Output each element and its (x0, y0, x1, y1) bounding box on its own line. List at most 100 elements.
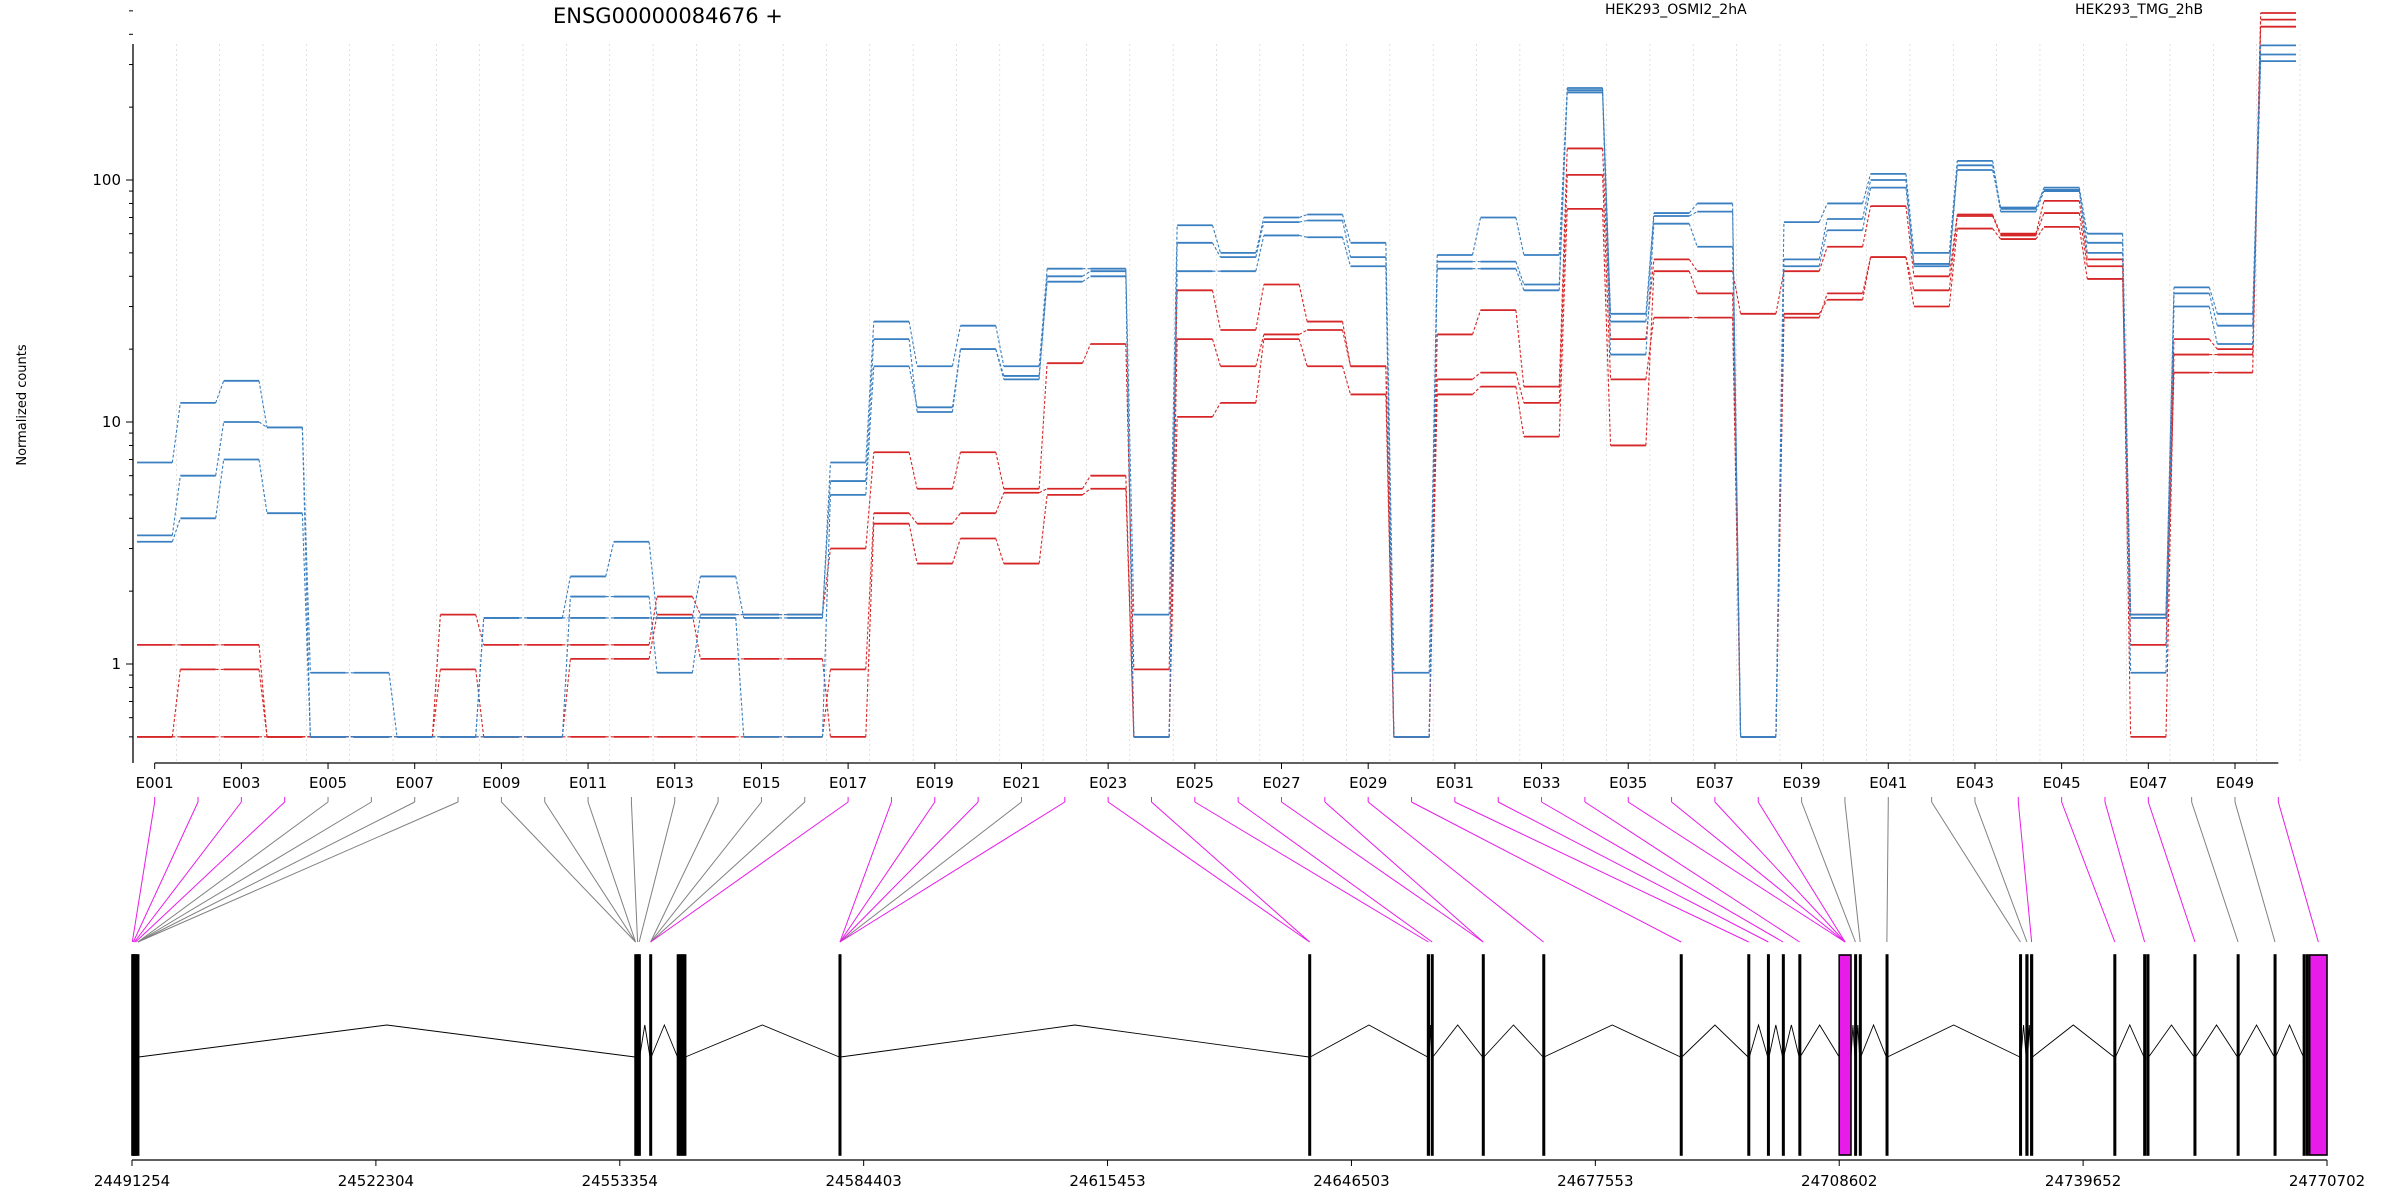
plot-gridlines (132, 44, 2301, 763)
series-connector (1602, 208, 1612, 446)
exon (1430, 954, 1434, 1156)
x-tick-label: E003 (222, 774, 260, 792)
series-connector (1732, 293, 1742, 737)
x-tick-label: E041 (1869, 774, 1907, 792)
series-connector (648, 596, 658, 673)
series-connector (1688, 211, 1698, 217)
exon (1747, 954, 1751, 1156)
series-connector (1428, 268, 1438, 737)
series-connector (865, 366, 875, 495)
series-connector (691, 576, 701, 619)
connector-line (135, 801, 286, 943)
exon (838, 954, 842, 1156)
series-connector (1255, 284, 1265, 331)
intron (2115, 1023, 2145, 1058)
series-connector (1688, 203, 1698, 214)
series-connector (1688, 270, 1698, 294)
series-connector (1515, 261, 1525, 285)
x-tick-label: E023 (1089, 774, 1127, 792)
series-connector (1818, 218, 1828, 260)
series-connector (1472, 309, 1482, 335)
connector-line (1324, 801, 1484, 943)
x-tick-label: E031 (1436, 774, 1474, 792)
exon (683, 954, 687, 1156)
series-connector (1255, 217, 1265, 253)
series-connector (1428, 379, 1438, 737)
series-connector (1298, 214, 1308, 219)
connector-line (1886, 801, 1889, 943)
series-connector (2165, 306, 2175, 673)
series-connector (1905, 179, 1915, 264)
series-connector (2035, 190, 2045, 212)
series-connector (561, 576, 571, 619)
series-connector (1645, 213, 1655, 314)
series-connector (171, 402, 181, 463)
series-connector (1038, 488, 1048, 494)
x-tick-label: E049 (2216, 774, 2254, 792)
series-connector (388, 672, 398, 737)
series-connector (1255, 235, 1265, 272)
series-connector (1298, 338, 1308, 367)
series-connector (215, 421, 225, 476)
series-connector (1905, 257, 1915, 291)
exon (1798, 954, 1802, 1156)
connector-line (1714, 801, 1846, 943)
series-connector (1992, 228, 2002, 240)
connector-line (1844, 801, 1861, 943)
connector-line (1801, 801, 1856, 943)
series-connector (995, 538, 1005, 564)
x-tick-label: E025 (1176, 774, 1214, 792)
series-connector (2165, 354, 2175, 737)
series-connector (821, 481, 831, 615)
series-connector (171, 475, 181, 536)
exon (681, 954, 685, 1156)
series-connector (1082, 270, 1091, 277)
exon (1426, 954, 1430, 1156)
series-connector (475, 669, 485, 737)
x-tick-label: E017 (829, 774, 867, 792)
exon (136, 954, 140, 1156)
series-connector (258, 459, 268, 514)
intron (1860, 1023, 1887, 1058)
series-connector (2165, 372, 2175, 645)
intron (138, 1024, 636, 1058)
series-connector (821, 669, 831, 737)
series-connector (1992, 214, 2002, 234)
series-connector (908, 321, 918, 367)
series-connector (1688, 223, 1698, 247)
series-connector (1688, 259, 1698, 272)
series-connector (1082, 488, 1091, 496)
series-connector (431, 669, 441, 737)
series-connector (1992, 165, 2002, 212)
gene-model (131, 954, 2328, 1156)
series-connector (951, 349, 962, 408)
series-connector (691, 596, 701, 615)
connector-line (638, 801, 676, 943)
intron (2032, 1024, 2115, 1058)
series-connector (1862, 173, 1872, 204)
y-tick-label: 100 (92, 171, 121, 189)
series-connector (1168, 290, 1178, 670)
series-connector (1775, 266, 1785, 737)
series-connector (1948, 160, 1958, 253)
series-connector (1558, 87, 1568, 255)
exon (649, 954, 653, 1156)
feature-connectors (131, 797, 2319, 943)
series-connector (2078, 189, 2088, 253)
series-connector (908, 523, 918, 564)
series-connector (951, 452, 961, 489)
series-connector (2252, 54, 2262, 326)
series-connector (995, 325, 1005, 367)
series-connector (431, 614, 441, 737)
exon-highlighted (2308, 954, 2328, 1156)
intron (2275, 1023, 2304, 1058)
connector-line (1237, 801, 1433, 943)
series-connector (1168, 271, 1178, 737)
series-connector (561, 658, 571, 737)
legend-label-osmi2: HEK293_OSMI2_2hA (1605, 2, 1747, 18)
intron (2195, 1024, 2238, 1058)
series-connector (1602, 148, 1612, 340)
connector-line (587, 801, 637, 943)
intron (1681, 1024, 1749, 1058)
intron (1432, 1024, 1483, 1058)
